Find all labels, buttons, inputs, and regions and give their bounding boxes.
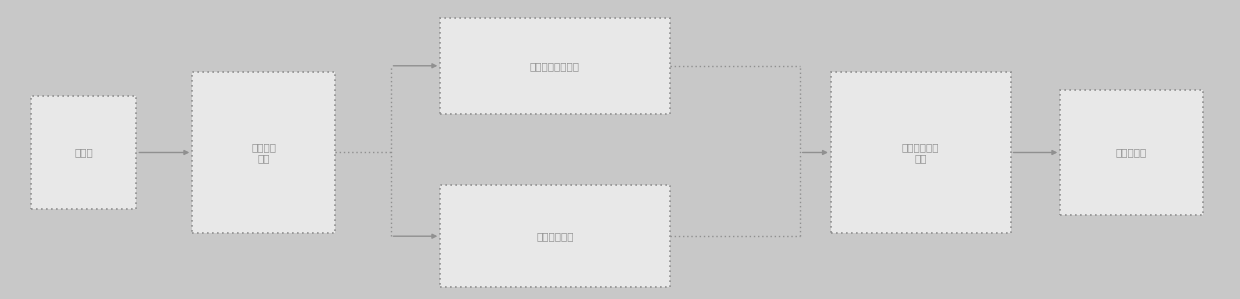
FancyBboxPatch shape <box>31 96 136 209</box>
Text: 中子通量值: 中子通量值 <box>1116 147 1147 158</box>
Text: 均方根值计算电路: 均方根值计算电路 <box>529 61 580 71</box>
FancyBboxPatch shape <box>192 72 335 233</box>
Text: 裂变室: 裂变室 <box>74 147 93 158</box>
Text: 前置放大
电路: 前置放大 电路 <box>250 142 277 163</box>
Text: 信号选择处理
电路: 信号选择处理 电路 <box>901 142 940 163</box>
FancyBboxPatch shape <box>1060 90 1203 215</box>
Text: 振荡处理电路: 振荡处理电路 <box>536 231 574 241</box>
FancyBboxPatch shape <box>440 185 670 287</box>
FancyBboxPatch shape <box>440 18 670 114</box>
FancyBboxPatch shape <box>831 72 1011 233</box>
